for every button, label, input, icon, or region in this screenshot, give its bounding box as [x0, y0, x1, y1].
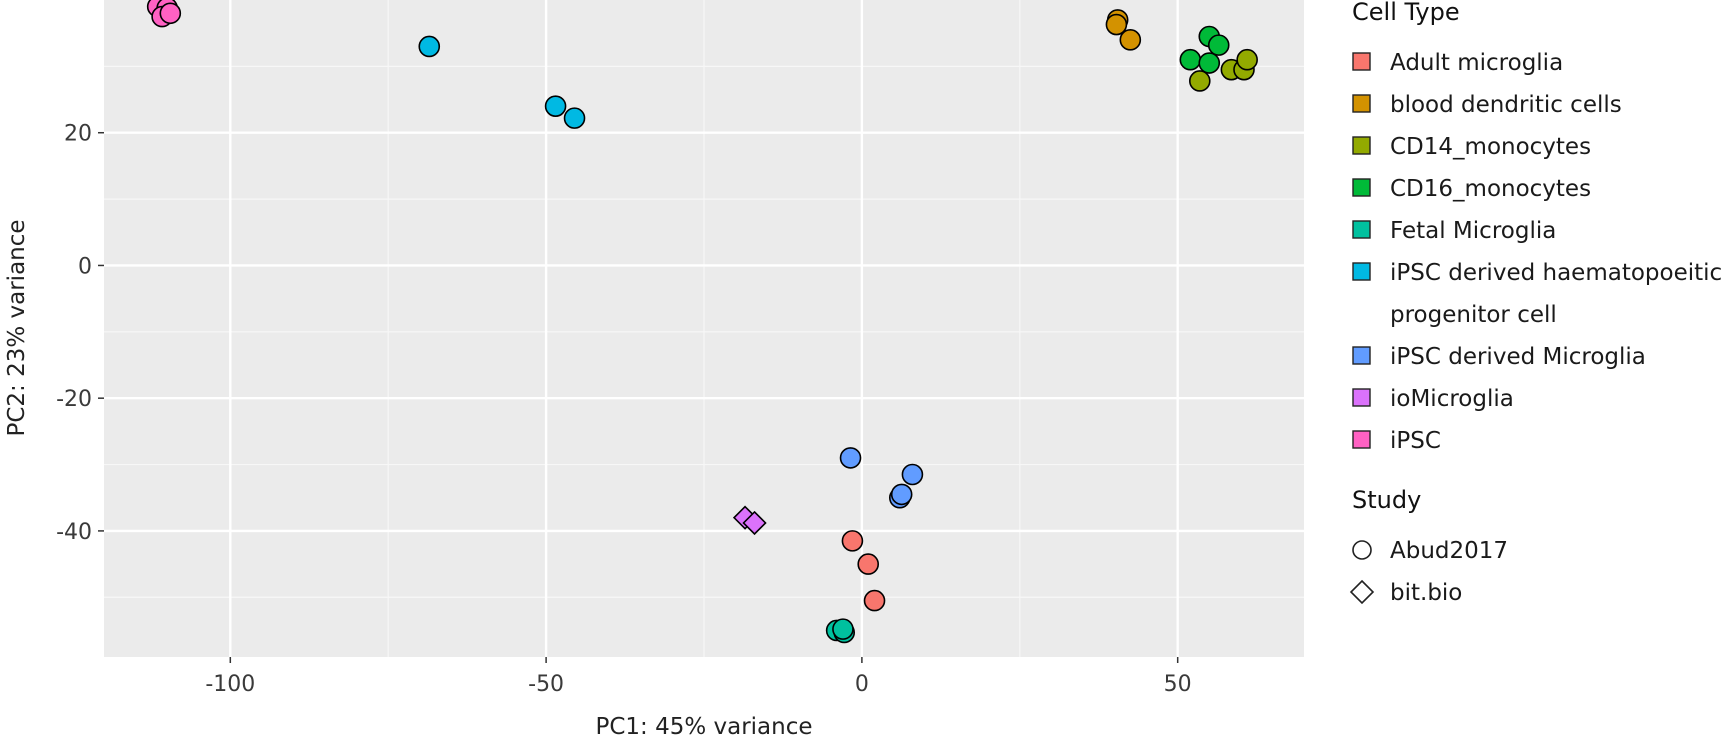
data-point: [1198, 52, 1221, 74]
data-point: [841, 530, 864, 552]
data-point: [863, 589, 886, 612]
y-tick-label: 20: [64, 122, 92, 147]
legend-label-continued: progenitor cell: [1390, 302, 1557, 328]
major-gridlines: [104, 0, 1304, 657]
legend-label: iPSC derived haematopoeitic: [1390, 260, 1722, 286]
legend-swatch: [1352, 52, 1371, 71]
data-point: [890, 483, 913, 506]
data-point: [544, 95, 567, 117]
legend-label: ioMicroglia: [1390, 386, 1514, 412]
x-tick-label: -100: [205, 672, 255, 697]
x-axis-title: PC1: 45% variance: [595, 714, 812, 740]
data-point: [839, 447, 862, 469]
series-group: [732, 505, 767, 536]
series-group: [1105, 9, 1142, 51]
legend-swatch: [1352, 178, 1371, 197]
data-point: [418, 35, 441, 58]
legend-label: CD14_monocytes: [1390, 134, 1591, 160]
data-point: [857, 553, 880, 575]
legend-swatch: [1352, 346, 1371, 365]
legend-swatch: [1352, 388, 1371, 407]
y-axis-title: PC2: 23% variance: [4, 219, 30, 436]
series-group: [825, 618, 856, 644]
y-axis-ticks: -40 -20 0 20: [56, 122, 104, 545]
legend: Cell Type Adult microglia blood dendritic …: [1349, 0, 1722, 606]
legend-circle-icon: [1352, 540, 1372, 560]
series-group: [839, 447, 924, 509]
y-tick-label: -40: [56, 520, 92, 545]
y-tick-label: 0: [78, 254, 92, 279]
x-tick-label: -50: [528, 672, 564, 697]
legend-label: iPSC: [1390, 428, 1441, 454]
data-point: [901, 463, 924, 486]
data-point: [159, 2, 182, 25]
data-point: [1119, 29, 1142, 51]
legend-swatch: [1352, 430, 1371, 449]
x-axis-ticks: -100 -50 0 50: [205, 657, 1192, 697]
series-group: [1179, 25, 1230, 74]
legend-title: Cell Type: [1352, 0, 1460, 26]
series-group: [841, 530, 886, 612]
legend-label: Adult microglia: [1390, 50, 1563, 76]
data-point: [1179, 48, 1202, 71]
legend-label: blood dendritic cells: [1390, 92, 1622, 118]
legend-label: bit.bio: [1390, 580, 1462, 606]
y-tick-label: -20: [56, 387, 92, 412]
data-point: [832, 618, 854, 640]
minor-gridlines: [104, 0, 1304, 657]
legend-swatch: [1352, 262, 1371, 281]
legend-swatch: [1352, 136, 1371, 155]
legend-label: iPSC derived Microglia: [1390, 344, 1646, 370]
data-points: [146, 0, 1258, 644]
legend-swatch: [1352, 94, 1371, 113]
legend-title: Study: [1352, 486, 1421, 514]
legend-label: Abud2017: [1390, 538, 1508, 564]
legend-label: CD16_monocytes: [1390, 176, 1591, 202]
data-point: [1188, 70, 1211, 92]
x-tick-label: 50: [1164, 672, 1192, 697]
x-tick-label: 0: [855, 672, 869, 697]
data-point: [563, 107, 586, 129]
series-group: [1188, 48, 1258, 92]
legend-swatch: [1352, 220, 1371, 239]
data-point-diamond: [742, 510, 767, 536]
series-group: [418, 35, 586, 129]
data-point: [1236, 48, 1258, 71]
legend-label: Fetal Microglia: [1390, 218, 1556, 244]
data-point: [1105, 13, 1128, 36]
data-point: [1207, 34, 1230, 56]
legend-diamond-icon: [1349, 579, 1375, 605]
series-group: [146, 0, 182, 28]
